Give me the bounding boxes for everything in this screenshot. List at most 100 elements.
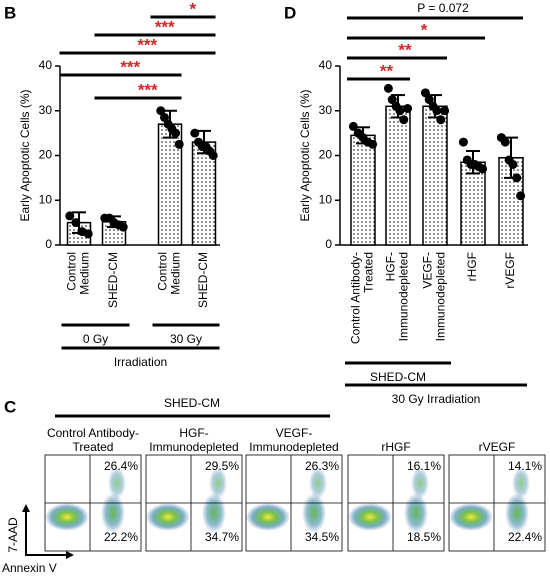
x-tick-label: SHED-CM (106, 252, 120, 308)
data-point (383, 83, 393, 93)
bar (385, 105, 411, 246)
data-point (395, 106, 405, 116)
significance-label: *** (138, 80, 158, 99)
data-point (171, 128, 181, 138)
data-point (65, 211, 75, 221)
cell-cluster (146, 503, 190, 531)
arrow-head (22, 504, 30, 512)
cell-cluster (309, 467, 327, 499)
data-point (348, 121, 358, 131)
data-point (159, 112, 169, 122)
significance-label: P = 0.072 (417, 1, 469, 15)
y-axis-label: Early Apoptotic Cells (%) (18, 89, 32, 221)
data-point (156, 106, 166, 116)
data-point (208, 151, 218, 160)
data-point (512, 173, 522, 183)
y-tick-label: 0 (325, 237, 332, 251)
plot-title: HGF- (179, 426, 208, 440)
plot-title: Immunodepleted (249, 440, 338, 454)
cell-cluster (246, 503, 290, 531)
group-label: Irradiation (114, 355, 167, 369)
data-point (368, 139, 378, 149)
y-tick-label: 10 (39, 192, 53, 206)
bar (350, 134, 376, 246)
y-tick-label: 10 (319, 192, 333, 206)
plot-title: Immunodepleted (149, 440, 238, 454)
x-tick-label: Control Antibody- (349, 252, 363, 344)
quadrant-percent: 26.3% (305, 459, 339, 473)
cell-cluster (411, 467, 429, 499)
cell-cluster (209, 467, 227, 499)
data-point (174, 139, 184, 149)
x-tick-label: VEGF- (421, 252, 435, 289)
data-point (500, 137, 510, 147)
bar (460, 161, 486, 246)
panel-letter: C (4, 397, 16, 416)
group-label: SHED-CM (370, 370, 426, 384)
x-tick-label: Control (156, 252, 170, 291)
data-point (516, 191, 526, 201)
arrow-head (66, 551, 74, 559)
quadrant-percent: 22.4% (508, 530, 542, 544)
data-point (432, 106, 442, 116)
data-point (118, 222, 128, 232)
cell-cluster (505, 493, 529, 533)
cell-cluster (45, 503, 89, 531)
quadrant-percent: 34.5% (305, 530, 339, 544)
significance-label: *** (120, 57, 140, 76)
quadrant-percent: 18.5% (407, 530, 441, 544)
quadrant-percent: 26.4% (104, 459, 138, 473)
group-label: 0 Gy (83, 332, 108, 346)
cell-cluster (108, 467, 126, 499)
data-point (440, 106, 450, 116)
y-axis-label: 7-AAD (6, 517, 20, 553)
significance-label: * (421, 20, 428, 39)
data-point (508, 159, 518, 169)
data-point (71, 218, 81, 228)
y-axis-label: Early Apoptotic Cells (%) (298, 89, 312, 221)
plot-title: Treated (73, 440, 114, 454)
cell-cluster (302, 493, 326, 533)
x-tick-label: Medium (169, 252, 183, 295)
x-tick-label: SHED-CM (196, 252, 210, 308)
x-tick-label: rVEGF (503, 252, 517, 289)
y-tick-label: 30 (319, 103, 333, 117)
axis-arrow (25, 508, 70, 556)
x-tick-label: rHGF (465, 252, 479, 281)
quadrant-percent: 29.5% (205, 459, 239, 473)
plot-title: VEGF- (276, 426, 313, 440)
group-label: SHED-CM (164, 396, 220, 410)
plot-title: Control Antibody- (47, 426, 139, 440)
cell-cluster (348, 503, 392, 531)
data-point (190, 128, 200, 138)
y-tick-label: 40 (319, 58, 333, 72)
quadrant-percent: 34.7% (205, 530, 239, 544)
data-point (83, 229, 93, 239)
x-tick-label: Treated (362, 252, 376, 293)
cell-cluster (449, 503, 493, 531)
y-tick-label: 30 (39, 103, 53, 117)
significance-label: ** (398, 40, 412, 59)
plot-title: rHGF (381, 440, 410, 454)
x-tick-label: Medium (78, 252, 92, 295)
data-point (420, 88, 430, 98)
group-label: 30 Gy (170, 332, 202, 346)
x-tick-label: Immunodepleted (397, 252, 411, 341)
plot-title: rVEGF (479, 440, 516, 454)
significance-label: * (189, 0, 196, 18)
data-point (403, 104, 413, 114)
x-tick-label: HGF- (384, 252, 398, 281)
x-tick-label: Immunodepleted (434, 252, 448, 341)
data-point (424, 95, 434, 105)
y-tick-label: 20 (319, 148, 333, 162)
x-tick-label: Control (65, 252, 79, 291)
significance-label: *** (137, 35, 157, 54)
cell-cluster (202, 493, 226, 533)
y-tick-label: 20 (39, 148, 53, 162)
y-tick-label: 40 (39, 58, 53, 72)
y-tick-label: 0 (45, 237, 52, 251)
panel-letter: D (284, 3, 296, 22)
cell-cluster (512, 467, 530, 499)
quadrant-percent: 16.1% (407, 459, 441, 473)
